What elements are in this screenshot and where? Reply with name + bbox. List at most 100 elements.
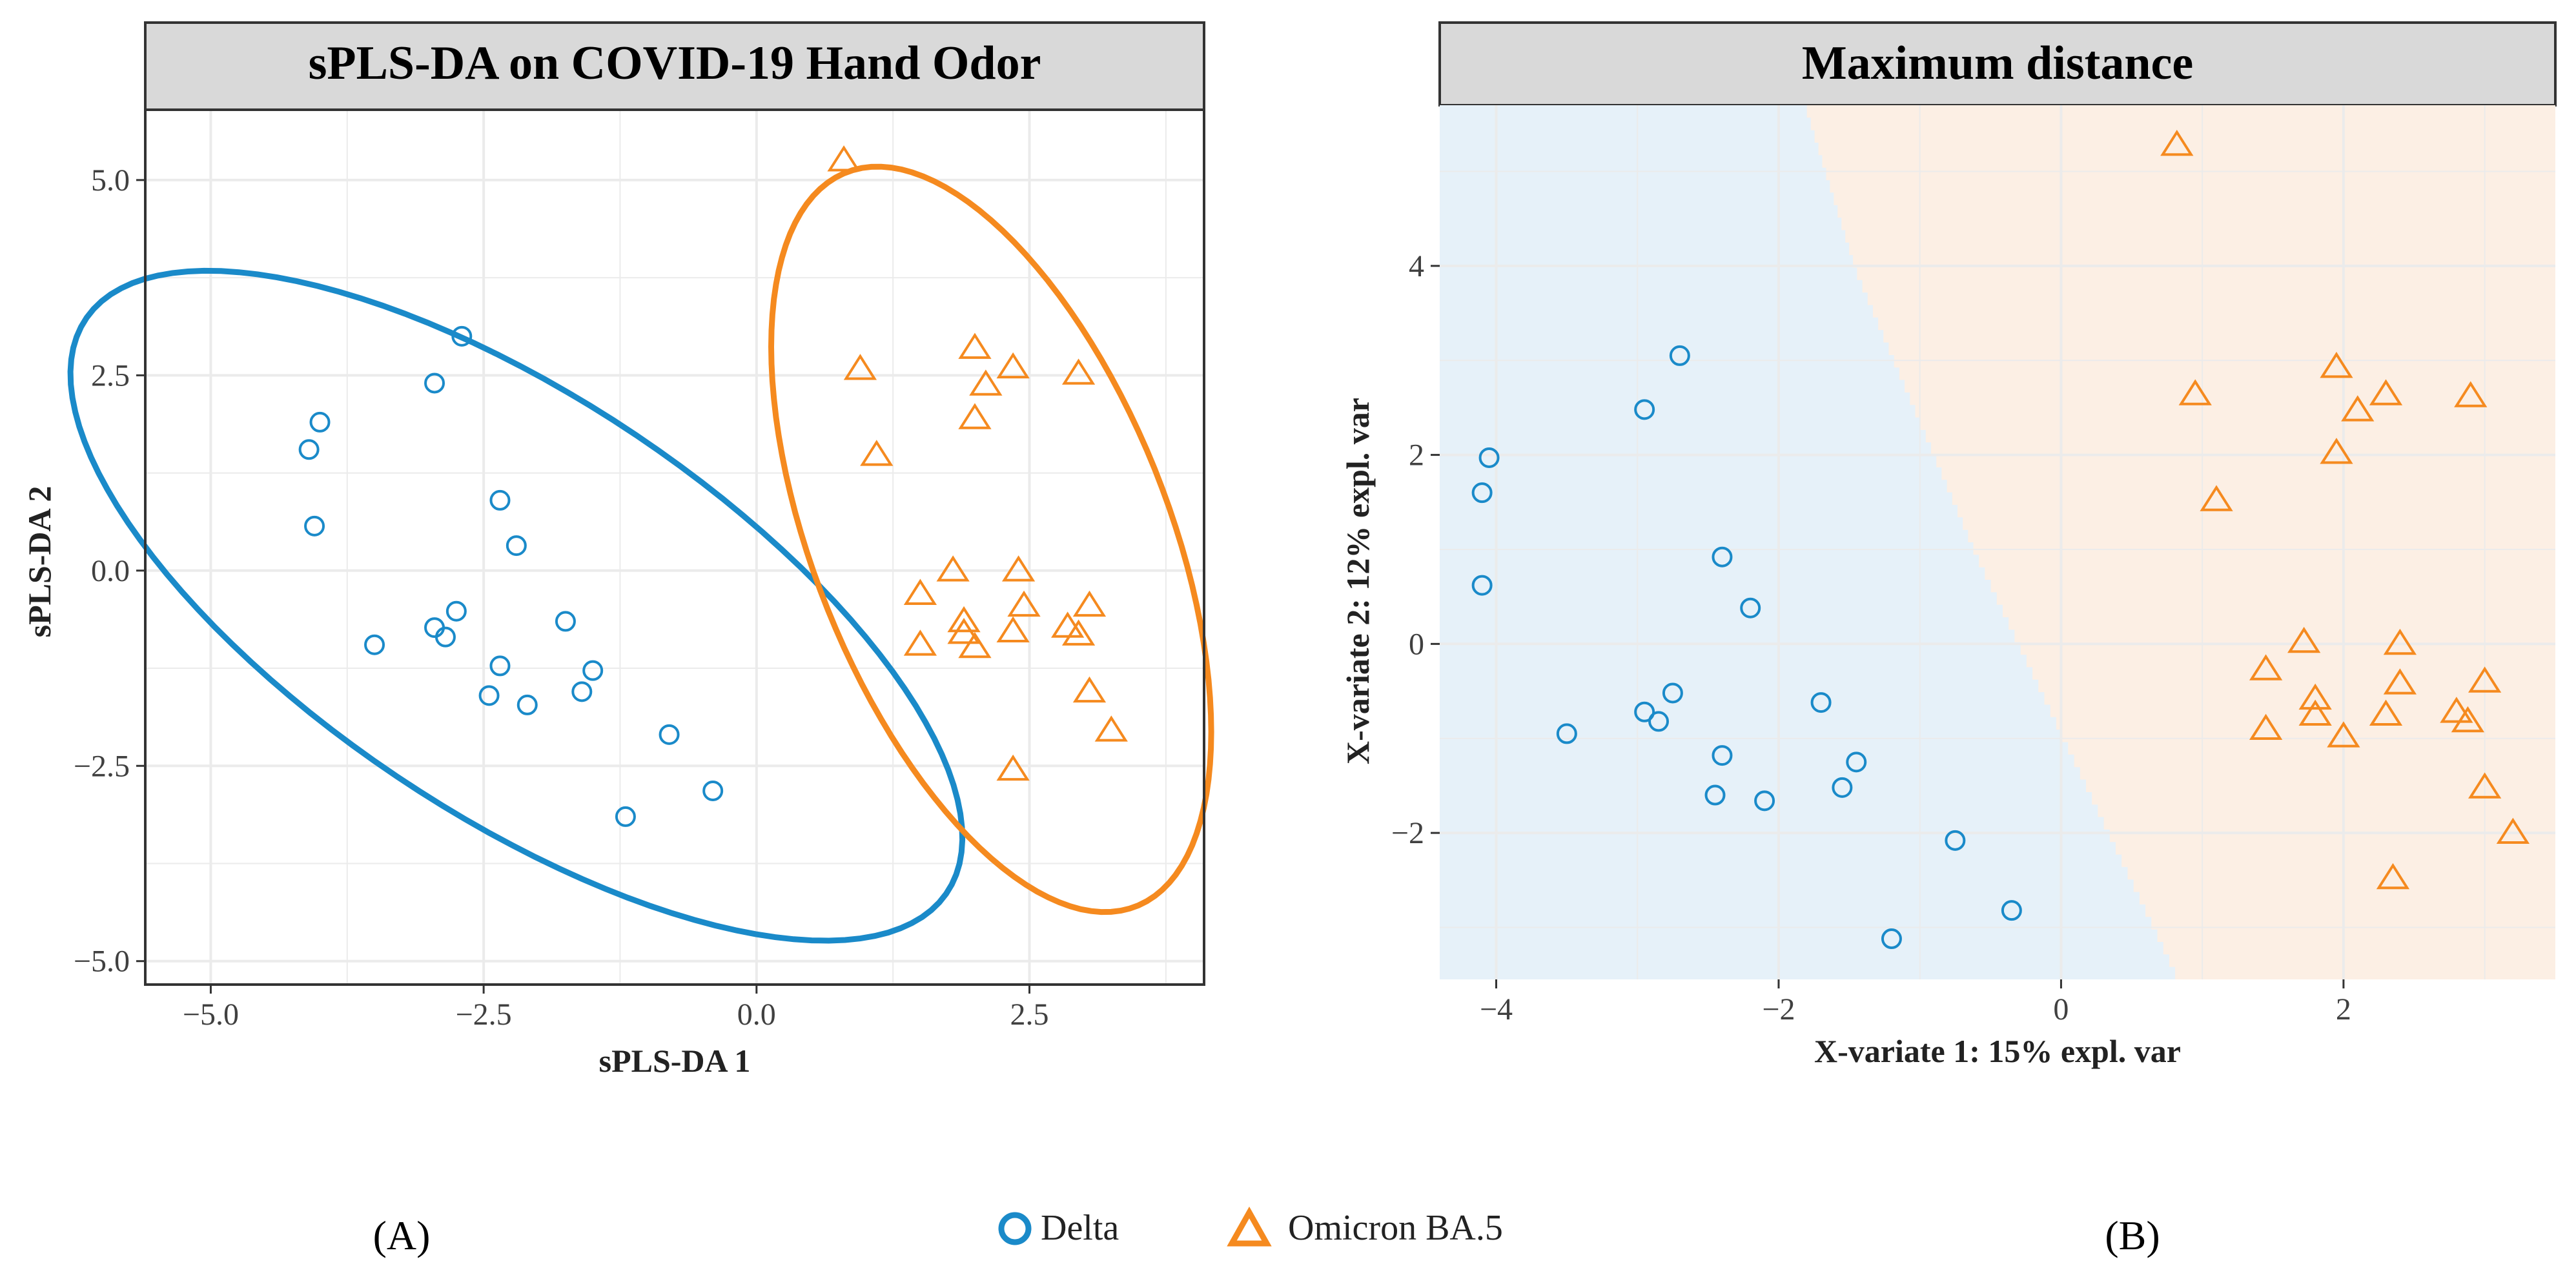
panel-a-point-omicron [996,352,1030,379]
panel-a-ellipse-omicron [768,163,1214,915]
panel-b-point-delta [1754,790,1775,812]
panel-b-x-tick-label: 0 [2053,992,2069,1027]
panel-a-point-omicron [1094,715,1128,742]
panel-b-x-axis-label: X-variate 1: 15% expl. var [1814,1033,2181,1069]
panel-b-point-omicron [2249,713,2283,740]
legend-omicron-label: Omicron BA.5 [1288,1208,1503,1248]
legend-delta-label: Delta [1041,1208,1119,1248]
panel-b-point-omicron [2383,628,2417,655]
panel-b-point-delta [1662,682,1683,704]
panel-b-point-omicron [2327,721,2360,748]
panel-a-point-omicron [996,616,1030,643]
panel-a-x-axis-label: sPLS-DA 1 [599,1043,751,1079]
panel-b-point-omicron [2341,395,2375,422]
panel-a-point-omicron [903,578,937,605]
panel-b-title-strip [1438,21,2557,107]
legend-delta-marker [998,1212,1032,1245]
panel-a-y-tick-label: 2.5 [91,358,130,393]
legend-omicron-marker [1227,1206,1272,1247]
panel-b-point-delta [1740,597,1761,618]
panel-a-point-delta [702,780,724,801]
panel-b-point-delta [1478,447,1500,468]
legend: Delta Omicron BA.5 [998,1206,1503,1248]
panel-a-point-delta [298,439,320,460]
panel-a-point-omicron [1061,358,1096,385]
panel-a-point-delta [434,626,456,648]
panel-b-ticks: −4 −2 0 2 −2 0 2 4 [1391,249,2351,1027]
panel-b-x-tick-label: 2 [2336,992,2351,1027]
panel-a-point-delta [478,685,500,706]
panel-a-points [298,145,1128,827]
panel-a-point-delta [659,724,680,745]
panel-a-point-omicron [1072,590,1107,617]
panel-a-point-omicron [1051,611,1085,638]
panel-a-point-delta [451,325,473,347]
panel-b-title: Maximum distance [1802,37,2193,90]
panel-a-y-tick-label: −5.0 [74,945,130,979]
panel-b-decision-regions [1440,105,2555,979]
panel-b-y-tick-label: 4 [1409,249,1424,283]
panel-a-point-delta [445,600,467,622]
panel-a-point-delta [304,515,325,537]
panel-b-point-omicron [2369,699,2403,726]
panel-b-point-delta [1471,575,1493,596]
panel-a-point-delta [615,806,636,827]
panel-b-y-axis-label: X-variate 2: 12% expl. var [1340,398,1376,764]
panel-a-point-omicron [936,555,970,582]
panel-b-point-delta [1832,777,1853,798]
panel-b-point-omicron [2249,654,2283,680]
panel-a-x-tick-label: 2.5 [1010,997,1048,1032]
panel-a-point-delta [489,489,511,511]
panel-a-point-delta [424,373,445,394]
panel-a-point-omicron [947,618,981,644]
panel-b-point-omicron [2496,817,2530,844]
panel-a-title-strip [144,21,1205,111]
panel-a-plot-area [145,110,1204,985]
panel-a-ellipse-delta [67,267,966,944]
panel-label-a: (A) [373,1212,431,1258]
panel-a-y-tick-label: −2.5 [74,749,130,783]
panel-a-point-omicron [903,629,937,656]
panel-b-point-delta [1846,751,1867,773]
panel-a-x-tick-label: 0.0 [737,997,776,1032]
panel-b-point-omicron [2468,666,2502,693]
panel-b: Maximum distance −4 −2 0 2 −2 0 2 4 X-variate 1… [1340,21,2557,1069]
panel-b-point-omicron [2376,863,2410,890]
panel-a-frame [144,108,1205,986]
panel-a-title: sPLS-DA on COVID-19 Hand Odor [309,37,1041,90]
panel-a-point-omicron [843,354,877,380]
panel-a-point-omicron [969,369,1003,396]
panel-b-grid [1440,105,2555,979]
panel-b-point-delta [1712,546,1733,567]
panel-a-point-omicron [1061,619,1096,646]
panel-b-point-omicron [2178,379,2212,405]
panel-b-point-delta [2001,900,2022,921]
panel-b-point-delta [1945,830,1966,851]
panel-b-point-omicron [2200,485,2233,511]
panel-b-point-omicron [2298,683,2332,710]
panel-a-point-delta [516,694,538,715]
panel-b-x-tick-label: −4 [1480,992,1513,1027]
panel-b-points [1471,129,2530,950]
panel-a-y-axis-label: sPLS-DA 2 [21,486,57,638]
panel-b-point-omicron [2440,697,2473,723]
panel-a-point-omicron [1001,555,1036,582]
panel-b-point-omicron [2320,351,2353,378]
panel-a-point-delta [582,660,604,681]
panel-b-point-omicron [2454,381,2488,407]
panel-a-point-omicron [1072,676,1107,703]
panel-a-x-tick-label: −2.5 [456,997,512,1032]
panel-a-point-omicron [958,631,992,659]
panel-a-point-delta [506,535,527,557]
panel-b-point-delta [1881,928,1902,950]
panel-b-point-omicron [2383,668,2417,695]
panel-a-point-omicron [958,332,992,359]
panel-b-point-omicron [2160,129,2194,156]
panel-a-point-omicron [958,403,992,429]
panel-b-y-tick-label: 2 [1409,438,1424,473]
panel-b-point-delta [1712,745,1733,766]
panel-b-point-delta [1648,711,1670,732]
panel-a-point-omicron [860,440,894,466]
panel-b-y-tick-label: −2 [1391,816,1424,850]
